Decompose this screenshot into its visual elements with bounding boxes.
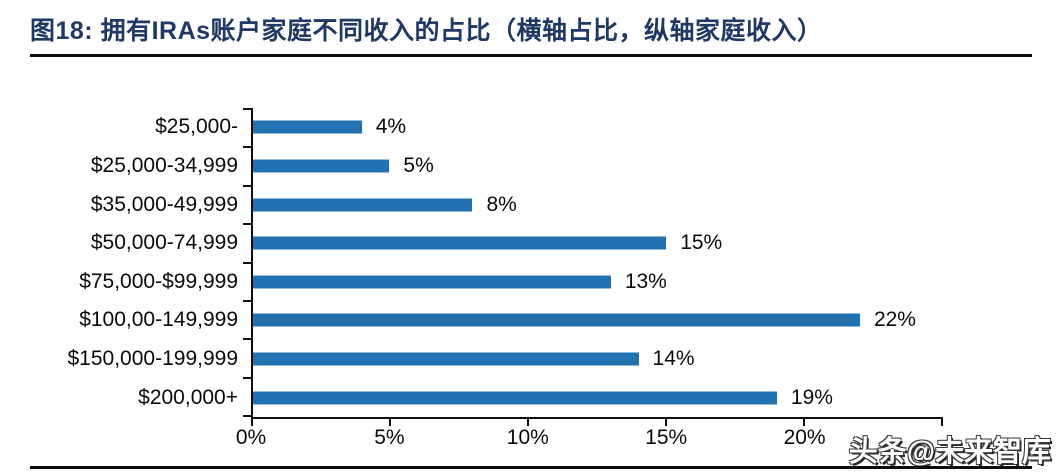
x-axis-tick — [941, 419, 943, 426]
y-axis-tick — [243, 184, 251, 187]
chart-row: $50,000-74,999 15% — [0, 224, 1059, 263]
chart-row: $200,000+ 19% — [0, 378, 1059, 417]
value-label: 4% — [375, 115, 407, 139]
x-axis-tick — [527, 419, 529, 426]
y-axis-tick — [243, 299, 251, 302]
value-label: 22% — [873, 308, 916, 332]
value-label: 19% — [790, 385, 833, 409]
value-label: 14% — [652, 347, 695, 371]
chart-row: $25,000- 4% — [0, 108, 1059, 147]
x-tick-label: 5% — [374, 426, 405, 449]
bar — [251, 313, 860, 327]
category-label: $100,00-149,999 — [79, 308, 238, 332]
y-axis — [243, 108, 253, 417]
bar — [251, 120, 362, 134]
category-label: $50,000-74,999 — [90, 231, 238, 255]
y-axis-tick — [243, 415, 251, 417]
category-label: $35,000-49,999 — [90, 192, 238, 216]
bar — [251, 391, 777, 405]
watermark: 头条@未来智库 — [848, 436, 1051, 468]
x-axis-tick — [803, 419, 805, 426]
x-axis-tick — [665, 419, 667, 426]
bar — [251, 236, 667, 250]
chart-rows: $25,000- 4% $25,000-34,999 5% $35,000-49… — [0, 108, 1059, 417]
category-label: $200,000+ — [138, 385, 238, 409]
y-axis-tick — [243, 338, 251, 341]
y-axis-tick — [243, 146, 251, 149]
value-label: 5% — [403, 153, 434, 177]
chart-row: $75,000-$99,999 13% — [0, 263, 1059, 302]
bottom-border — [30, 466, 1032, 469]
value-label: 15% — [680, 231, 723, 255]
y-axis-tick — [243, 261, 251, 264]
value-label: 8% — [486, 192, 517, 216]
chart-row: $150,000-199,999 14% — [0, 340, 1059, 379]
category-label: $150,000-199,999 — [67, 347, 239, 371]
title-underline — [30, 54, 1032, 57]
y-axis-tick — [243, 223, 251, 226]
x-axis — [251, 417, 943, 428]
bar — [251, 159, 390, 173]
x-axis-tick — [251, 419, 253, 426]
figure-title: 图18: 拥有IRAs账户家庭不同收入的占比（横轴占比，纵轴家庭收入） — [30, 17, 823, 45]
category-label: $75,000-$99,999 — [79, 269, 238, 293]
chart-row: $100,00-149,999 22% — [0, 301, 1059, 340]
x-tick-label: 15% — [645, 426, 688, 449]
x-tick-label: 10% — [506, 426, 549, 449]
y-axis-tick — [243, 108, 251, 110]
chart-row: $35,000-49,999 8% — [0, 185, 1059, 224]
x-tick-label: 20% — [783, 426, 826, 449]
bar — [251, 198, 473, 212]
category-label: $25,000-34,999 — [90, 153, 238, 177]
y-axis-tick — [243, 376, 251, 379]
x-tick-label: 0% — [235, 426, 267, 449]
value-label: 13% — [624, 269, 667, 293]
bar — [251, 352, 639, 366]
chart-row: $25,000-34,999 5% — [0, 147, 1059, 186]
x-axis-tick — [389, 419, 391, 426]
bar — [251, 275, 611, 289]
category-label: $25,000- — [155, 115, 238, 139]
